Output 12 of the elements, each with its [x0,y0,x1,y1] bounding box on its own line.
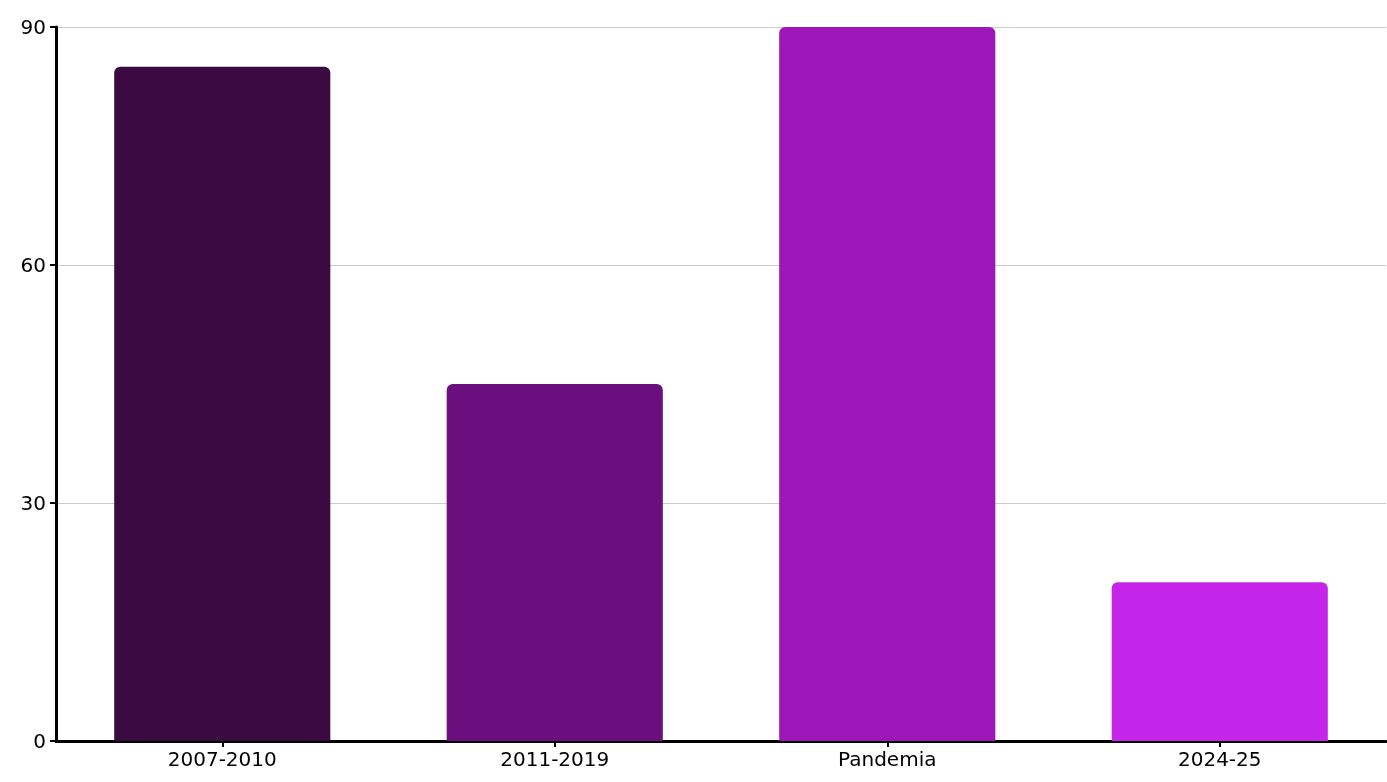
x-tick-label: 2011-2019 [500,747,610,771]
x-tick-label: 2007-2010 [167,747,277,771]
y-tick-label: 90 [20,15,46,39]
bar [779,27,996,741]
y-tick-label: 0 [33,729,46,753]
y-tick-label: 30 [20,491,46,515]
bar [1111,582,1328,741]
bar [446,384,663,741]
bar [114,66,331,741]
x-tick-label: 2024-25 [1177,747,1262,771]
y-tick-label: 60 [20,253,46,277]
x-tick-label: Pandemia [838,747,937,771]
